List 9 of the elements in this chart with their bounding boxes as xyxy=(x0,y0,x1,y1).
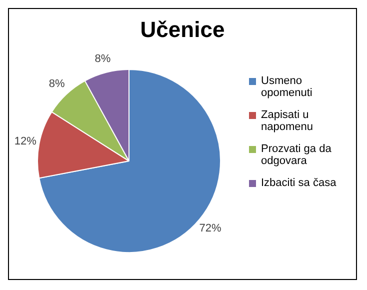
data-label: 8% xyxy=(48,78,65,90)
legend-label: Prozvati ga da odgovara xyxy=(261,143,332,167)
legend-label: Usmeno opomenuti xyxy=(261,75,314,99)
chart-title: Učenice xyxy=(139,17,226,44)
data-label: 12% xyxy=(14,135,37,148)
data-label: 8% xyxy=(94,52,111,65)
legend-label: Zapisati u napomenu xyxy=(261,109,314,133)
legend-label: Izbaciti sa časa xyxy=(261,177,336,189)
data-label: 72% xyxy=(199,222,222,234)
